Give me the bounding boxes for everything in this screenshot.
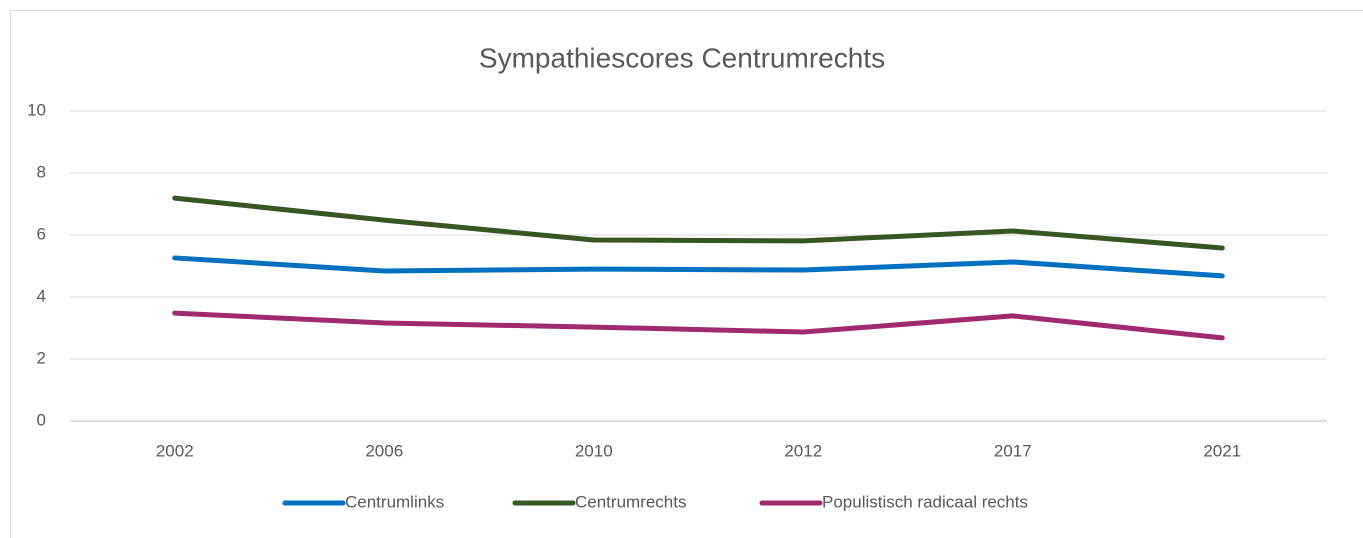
chart-frame [10, 10, 1363, 538]
legend-label: Centrumrechts [575, 492, 686, 511]
chart-title: Sympathiescores Centrumrechts [479, 42, 885, 73]
y-tick-label: 8 [37, 162, 46, 181]
y-tick-label: 6 [37, 224, 46, 243]
y-tick-label: 10 [27, 100, 46, 119]
series-line [172, 255, 1225, 279]
series-line [172, 310, 1225, 341]
y-tick-label: 2 [37, 348, 46, 367]
series-line [172, 195, 1225, 251]
x-tick-label: 2021 [1203, 441, 1241, 460]
x-tick-label: 2012 [784, 441, 822, 460]
x-tick-label: 2017 [994, 441, 1032, 460]
y-tick-label: 4 [37, 286, 46, 305]
y-tick-label: 0 [37, 410, 46, 429]
x-tick-label: 2006 [365, 441, 403, 460]
x-tick-label: 2010 [575, 441, 613, 460]
legend-label: Populistisch radicaal rechts [822, 492, 1028, 511]
x-tick-label: 2002 [156, 441, 194, 460]
legend-label: Centrumlinks [345, 492, 444, 511]
